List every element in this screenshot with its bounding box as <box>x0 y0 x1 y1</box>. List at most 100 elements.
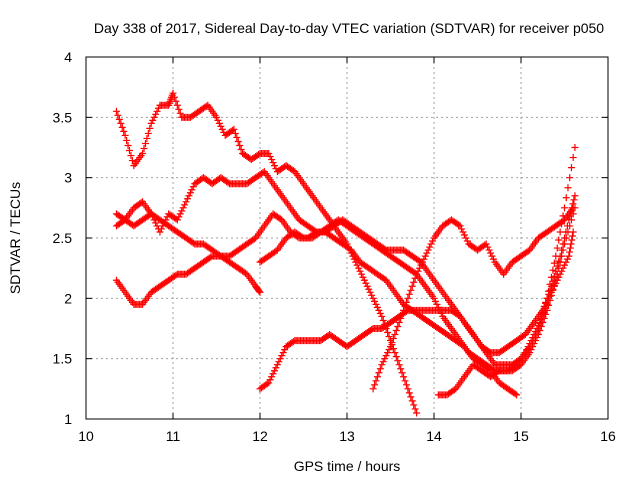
data-point <box>423 249 431 257</box>
data-point <box>539 312 547 320</box>
data-point <box>368 291 376 299</box>
data-point <box>123 136 131 144</box>
data-point <box>484 243 492 251</box>
data-point <box>567 216 575 224</box>
y-tick-label: 3.5 <box>53 109 73 125</box>
data-point <box>175 105 183 113</box>
data-point <box>410 278 418 286</box>
data-point <box>121 131 129 139</box>
data-point <box>570 196 578 204</box>
data-point <box>568 236 576 244</box>
data-point <box>176 109 184 117</box>
data-point <box>276 355 284 363</box>
data-point <box>152 219 160 227</box>
data-point <box>559 246 567 254</box>
data-point <box>395 318 403 326</box>
data-point <box>385 346 393 354</box>
data-point <box>376 309 384 317</box>
data-point <box>366 288 374 296</box>
data-point <box>124 141 132 149</box>
data-point <box>365 285 373 293</box>
data-point <box>178 207 186 215</box>
data-point <box>391 331 399 339</box>
data-point <box>411 274 419 282</box>
data-point <box>397 365 405 373</box>
data-point <box>547 288 555 296</box>
data-point <box>417 261 425 269</box>
x-tick-label: 14 <box>426 428 442 444</box>
data-point <box>273 361 281 369</box>
data-point <box>269 159 277 167</box>
data-point <box>542 304 550 312</box>
data-point <box>256 288 264 296</box>
data-point <box>382 352 390 360</box>
data-point <box>553 276 561 284</box>
y-tick-label: 1 <box>64 411 72 427</box>
data-point <box>395 361 403 369</box>
data-point <box>369 294 377 302</box>
data-point <box>426 243 434 251</box>
data-point <box>434 303 442 311</box>
x-tick-label: 13 <box>339 428 355 444</box>
data-point <box>562 258 570 266</box>
series-track-1 <box>112 89 421 417</box>
data-point <box>213 113 220 121</box>
data-point <box>362 279 370 287</box>
data-point <box>120 127 128 135</box>
data-point <box>436 306 444 314</box>
data-point <box>458 225 466 233</box>
data-point <box>139 150 147 158</box>
data-point <box>404 385 412 393</box>
data-point <box>388 339 396 347</box>
data-point <box>173 101 181 109</box>
data-point <box>430 294 438 302</box>
data-point <box>537 315 545 323</box>
data-point <box>567 164 575 172</box>
y-tick-label: 4 <box>64 49 72 65</box>
data-point <box>407 286 415 294</box>
data-point <box>149 116 157 124</box>
data-point <box>369 385 377 393</box>
data-point <box>397 314 405 322</box>
data-point <box>372 300 380 308</box>
y-tick-label: 2.5 <box>53 230 73 246</box>
data-point <box>405 290 413 298</box>
data-point <box>179 204 187 212</box>
data-point <box>566 244 574 252</box>
data-point <box>389 335 397 343</box>
y-axis-label: SDTVAR / TECUs <box>7 182 23 294</box>
x-tick-label: 16 <box>600 428 616 444</box>
data-point <box>549 285 557 293</box>
data-point <box>141 139 149 147</box>
data-point <box>378 361 386 369</box>
data-point <box>521 349 529 357</box>
data-point <box>237 146 245 154</box>
data-point <box>218 125 226 133</box>
data-point <box>170 93 178 101</box>
data-point <box>561 204 568 212</box>
data-point <box>571 192 579 200</box>
data-point <box>371 297 379 305</box>
data-point <box>373 303 381 311</box>
data-point <box>550 259 558 267</box>
data-point <box>534 321 542 329</box>
data-point <box>558 267 566 275</box>
data-point <box>561 240 568 248</box>
data-point <box>429 237 437 245</box>
data-point <box>272 364 280 372</box>
data-point <box>153 107 161 115</box>
data-point <box>146 124 154 132</box>
data-point <box>427 240 435 248</box>
data-point <box>275 358 283 366</box>
grid <box>86 57 608 419</box>
data-point <box>556 270 564 278</box>
data-point <box>543 300 551 308</box>
data-point <box>410 401 418 409</box>
data-point <box>529 334 537 342</box>
data-point <box>416 264 423 272</box>
data-point <box>532 328 539 336</box>
data-point <box>556 228 564 236</box>
data-point <box>413 270 421 278</box>
data-point <box>460 231 468 239</box>
data-point <box>230 125 238 133</box>
